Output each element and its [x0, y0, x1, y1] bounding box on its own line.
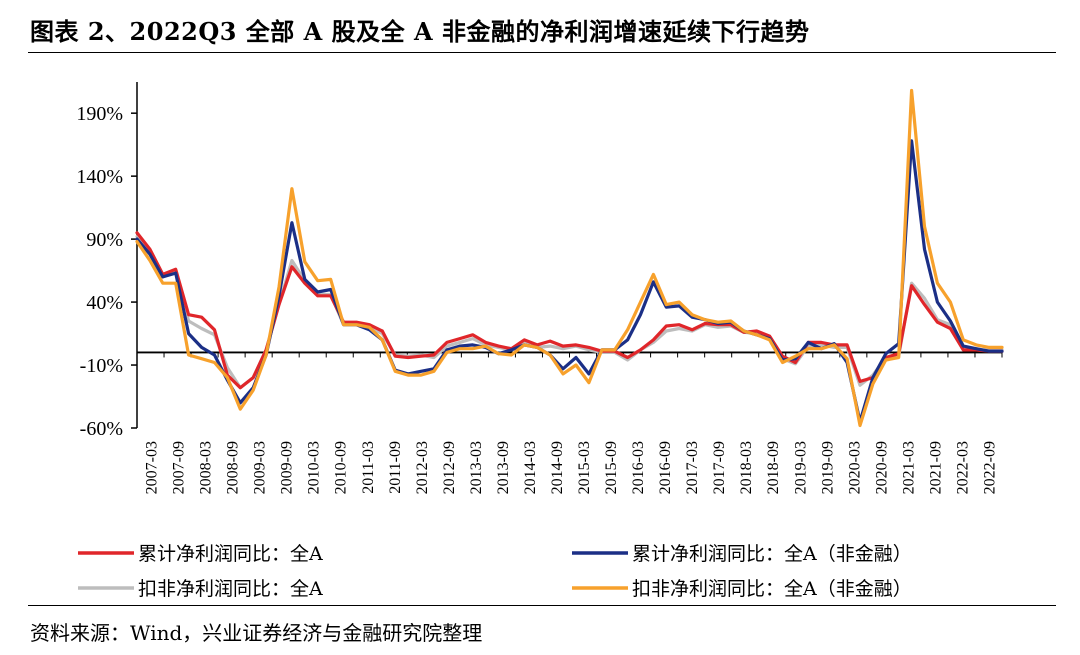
- x-tick-label: 2010-09: [333, 441, 350, 494]
- x-tick-label: 2019-03: [792, 441, 809, 494]
- top-rule: [28, 52, 1056, 53]
- y-tick-label: -60%: [80, 418, 123, 440]
- series-line-4: [135, 88, 1004, 428]
- x-tick-label: 2013-09: [495, 441, 512, 494]
- x-tick-label: 2019-09: [819, 441, 836, 494]
- x-tick-label: 2014-09: [549, 441, 566, 494]
- x-tick-label: 2007-03: [144, 441, 161, 494]
- series-layer: [135, 88, 1004, 428]
- x-tick-label: 2020-09: [873, 441, 890, 494]
- legend: 累计净利润同比：全A 累计净利润同比：全A（非金融） 扣非净利润同比：全A 扣非净利润…: [78, 543, 912, 600]
- x-tick-label: 2021-03: [900, 441, 917, 494]
- legend-label: 扣非净利润同比：全A: [138, 578, 323, 600]
- y-tick-label: 140%: [76, 166, 123, 188]
- x-tick-label: 2011-03: [360, 441, 377, 494]
- x-tick-label: 2014-03: [522, 441, 539, 494]
- y-tick-label: 190%: [76, 103, 123, 125]
- x-tick-label: 2020-03: [846, 441, 863, 494]
- x-tick-label: 2007-09: [171, 441, 188, 494]
- x-tick-label: 2009-03: [252, 441, 269, 494]
- x-tick-label: 2012-03: [414, 441, 431, 494]
- legend-label: 扣非净利润同比：全A（非金融）: [632, 578, 912, 600]
- x-tick-label: 2008-03: [198, 441, 215, 494]
- legend-label: 累计净利润同比：全A: [138, 543, 323, 565]
- y-tick-label: 90%: [86, 229, 123, 251]
- series-line-1: [135, 231, 1004, 390]
- chart-title: 图表 2、2022Q3 全部 A 股及全 A 非金融的净利润增速延续下行趋势: [30, 17, 810, 46]
- y-tick-label: -10%: [80, 355, 123, 377]
- x-tick-label: 2017-09: [711, 441, 728, 494]
- x-tick-label: 2022-09: [981, 441, 998, 494]
- x-tick-label: 2009-09: [279, 441, 296, 494]
- x-tick-label: 2016-03: [630, 441, 647, 494]
- x-tick-label: 2013-03: [468, 441, 485, 494]
- source-note: 资料来源：Wind，兴业证券经济与金融研究院整理: [30, 621, 483, 645]
- x-tick-label: 2021-09: [927, 441, 944, 494]
- series-line-2: [135, 139, 1004, 424]
- x-tick-label: 2022-03: [954, 441, 971, 494]
- legend-label: 累计净利润同比：全A（非金融）: [632, 543, 912, 565]
- y-tick-label: 40%: [86, 292, 123, 314]
- x-tick-label: 2010-03: [306, 441, 323, 494]
- x-axis: 2007-03 2007-09 2008-03 2008-09 2009-03 2009-…: [136, 351, 1003, 494]
- x-tick-label: 2008-09: [225, 441, 242, 494]
- x-tick-label: 2015-03: [576, 441, 593, 494]
- x-tick-label: 2011-09: [387, 441, 404, 494]
- line-chart: -60%-10%40%90%140%190% 2007-03 2007-09 200…: [76, 82, 1004, 600]
- x-tick-label: 2015-09: [603, 441, 620, 494]
- bottom-rule: [28, 605, 1056, 606]
- y-axis: -60% -10% 40% 90% 140% 190%: [76, 82, 138, 440]
- x-tick-label: 2017-03: [684, 441, 701, 494]
- x-tick-label: 2016-09: [657, 441, 674, 494]
- x-tick-label: 2018-09: [765, 441, 782, 494]
- x-tick-label: 2018-03: [738, 441, 755, 494]
- x-tick-label: 2012-09: [441, 441, 458, 494]
